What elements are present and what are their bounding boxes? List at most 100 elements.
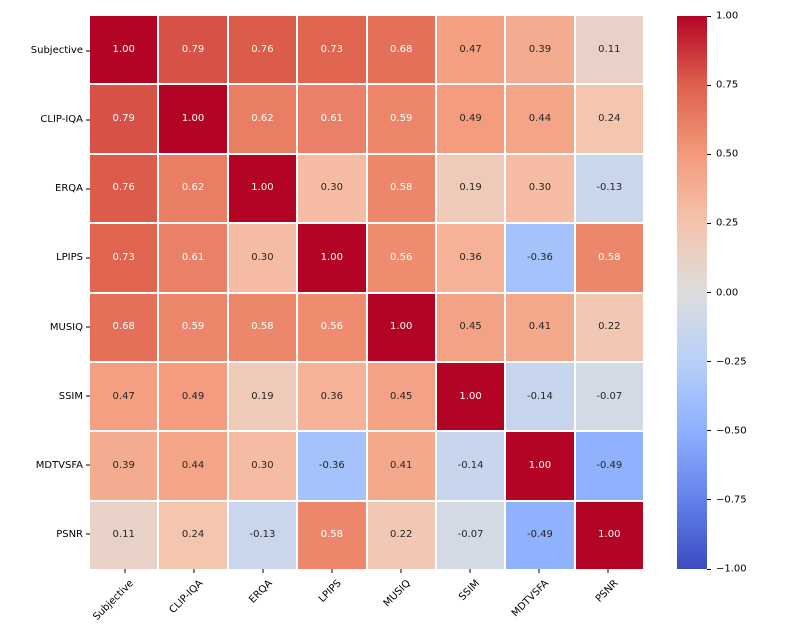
heatmap-cell: 1.00	[228, 154, 297, 223]
heatmap-cell: 0.11	[90, 501, 158, 569]
heatmap-cell: 0.73	[90, 224, 158, 292]
heatmap-cell: 0.59	[367, 85, 435, 153]
x-tick-mark	[331, 569, 333, 573]
x-tick-label: SSIM	[457, 578, 482, 603]
heatmap-cell: 1.00	[90, 16, 158, 84]
colorbar-tick-mark	[707, 153, 711, 155]
heatmap-cell: 0.76	[228, 16, 297, 84]
heatmap-cell: 1.00	[436, 362, 505, 431]
heatmap-cell: 0.58	[228, 293, 297, 361]
colorbar-tick-label: −0.25	[716, 356, 747, 368]
y-tick-label: SSIM	[58, 390, 83, 402]
x-tick-label: Subjective	[91, 578, 137, 623]
x-tick-mark	[400, 569, 402, 573]
x-tick-mark	[538, 569, 540, 573]
heatmap-cell: 1.00	[506, 432, 574, 500]
heatmap-cell: 0.68	[367, 16, 435, 84]
colorbar-tick-label: −0.75	[716, 494, 747, 506]
heatmap-cell: 0.47	[90, 362, 158, 431]
heatmap-cell: 0.36	[298, 362, 366, 431]
colorbar-tick-mark	[707, 15, 711, 17]
heatmap-cell: 0.73	[298, 16, 366, 84]
x-tick-mark	[193, 569, 195, 573]
heatmap-cell: 0.39	[506, 16, 574, 84]
heatmap-cell: 0.76	[90, 154, 158, 223]
heatmap-cell: -0.07	[575, 362, 643, 431]
heatmap-cell: 1.00	[367, 293, 435, 361]
colorbar-tick-label: 1.00	[716, 10, 739, 22]
colorbar-tick-mark	[707, 361, 711, 363]
heatmap-grid: 1.00 0.79 0.76 0.73 0.68 0.47 0.39 0.11 0.79 1.00…	[90, 16, 643, 569]
heatmap-cell: 0.44	[506, 85, 574, 153]
heatmap-cell: 0.58	[367, 154, 435, 223]
colorbar-tick-label: 0.00	[716, 287, 739, 298]
heatmap-cell: 0.49	[436, 85, 505, 153]
heatmap-cell: 0.19	[228, 362, 297, 431]
heatmap-cell: 0.24	[575, 85, 643, 153]
x-tick-label: LPIPS	[316, 578, 344, 605]
colorbar-tick-label: 0.75	[716, 79, 739, 91]
x-tick-label: MUSIQ	[381, 578, 413, 610]
heatmap-cell: 0.56	[367, 224, 435, 292]
colorbar-tick-mark	[707, 499, 711, 501]
y-tick-mark	[85, 395, 90, 397]
x-tick-label: MDTVSFA	[509, 578, 552, 620]
y-tick-label: Subjective	[30, 45, 83, 57]
heatmap-cell: 0.59	[159, 293, 227, 361]
y-tick-label: CLIP-IQA	[40, 114, 83, 126]
y-tick-label: LPIPS	[56, 252, 83, 264]
colorbar-tick-mark	[707, 292, 711, 293]
colorbar-tick-label: −0.50	[716, 425, 747, 437]
y-tick-mark	[85, 326, 90, 328]
heatmap-cell: 1.00	[159, 85, 227, 153]
heatmap-cell: 0.62	[228, 85, 297, 153]
heatmap-cell: 0.45	[436, 293, 505, 361]
heatmap-cell: 0.30	[228, 224, 297, 292]
heatmap-cell: 0.79	[90, 85, 158, 153]
heatmap-cell: 0.47	[436, 16, 505, 84]
heatmap-cell: 0.41	[367, 432, 435, 500]
colorbar-tick-label: 0.25	[716, 217, 739, 229]
colorbar-tick-label: 0.50	[716, 148, 739, 160]
colorbar-tick-mark	[707, 568, 711, 570]
y-axis-labels: Subjective CLIP-IQA ERQA LPIPS MUSIQ SSIM MDTV…	[0, 16, 90, 569]
heatmap-cell: 0.49	[159, 362, 227, 431]
colorbar-gradient	[677, 16, 707, 569]
y-tick-mark	[85, 257, 90, 259]
x-tick-label: ERQA	[247, 578, 275, 606]
colorbar-tick-mark	[707, 84, 711, 86]
heatmap-cell: 0.58	[298, 501, 366, 569]
heatmap-cell: 0.61	[298, 85, 366, 153]
heatmap-cell: 0.30	[506, 154, 574, 223]
heatmap-cell: -0.07	[436, 501, 505, 569]
x-tick-mark	[262, 569, 264, 573]
heatmap-cell: 0.22	[367, 501, 435, 569]
heatmap-cell: 0.30	[228, 432, 297, 500]
y-tick-mark	[85, 50, 90, 52]
y-tick-label: ERQA	[55, 183, 83, 195]
heatmap-cell: 0.79	[159, 16, 227, 84]
heatmap-cell: 0.61	[159, 224, 227, 292]
y-tick-label: PSNR	[56, 528, 83, 540]
heatmap-cell: 0.24	[159, 501, 227, 569]
y-tick-mark	[85, 533, 90, 535]
heatmap-cell: 1.00	[575, 501, 643, 569]
colorbar-tick-mark	[707, 222, 711, 224]
heatmap-cell: 0.56	[298, 293, 366, 361]
heatmap-cell: 0.58	[575, 224, 643, 292]
y-tick-label: MUSIQ	[49, 321, 83, 333]
y-tick-mark	[85, 188, 90, 190]
heatmap-cell: 0.11	[575, 16, 643, 84]
heatmap-cell: 0.39	[90, 432, 158, 500]
x-tick-mark	[124, 569, 126, 573]
heatmap-cell: -0.36	[506, 224, 574, 292]
heatmap-cell: -0.13	[228, 501, 297, 569]
heatmap-cell: -0.49	[506, 501, 574, 569]
heatmap-cell: 1.00	[298, 224, 366, 292]
y-tick-mark	[85, 464, 90, 466]
colorbar-tick-label: −1.00	[716, 563, 747, 575]
x-tick-label: CLIP-IQA	[167, 578, 206, 616]
heatmap-cell: 0.41	[506, 293, 574, 361]
heatmap-cell: 0.22	[575, 293, 643, 361]
